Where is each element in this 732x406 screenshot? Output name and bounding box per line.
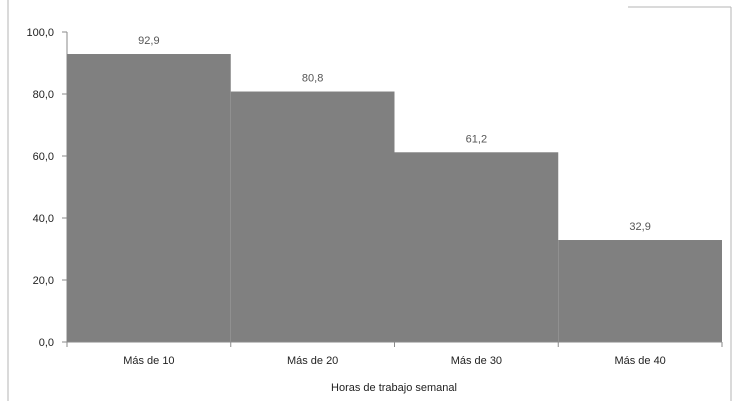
x-tick-label: Más de 40 bbox=[614, 355, 665, 367]
y-tick-label: 0,0 bbox=[39, 337, 54, 349]
y-tick-label: 60,0 bbox=[33, 151, 54, 163]
data-label: 80,8 bbox=[302, 73, 323, 85]
bars bbox=[67, 54, 722, 343]
y-axis: 0,0 20,0 40,0 60,0 80,0 100,0 bbox=[26, 27, 68, 349]
data-label: 92,9 bbox=[138, 35, 159, 47]
x-axis: Más de 10 Más de 20 Más de 30 Más de 40 bbox=[66, 341, 723, 367]
x-tick-label: Más de 10 bbox=[123, 355, 174, 367]
bar bbox=[67, 54, 231, 342]
data-label: 61,2 bbox=[466, 133, 487, 145]
bar bbox=[558, 240, 722, 342]
y-tick-label: 80,0 bbox=[33, 89, 54, 101]
y-tick-label: 40,0 bbox=[33, 213, 54, 225]
data-labels: 92,9 80,8 61,2 32,9 bbox=[138, 35, 651, 233]
bar bbox=[230, 91, 395, 343]
bar bbox=[394, 152, 559, 342]
x-axis-title: Horas de trabajo semanal bbox=[331, 382, 457, 394]
x-tick-label: Más de 30 bbox=[451, 355, 502, 367]
y-tick-label: 20,0 bbox=[33, 275, 54, 287]
data-label: 32,9 bbox=[629, 221, 650, 233]
x-tick-label: Más de 20 bbox=[287, 355, 338, 367]
y-tick-label: 100,0 bbox=[26, 27, 54, 39]
